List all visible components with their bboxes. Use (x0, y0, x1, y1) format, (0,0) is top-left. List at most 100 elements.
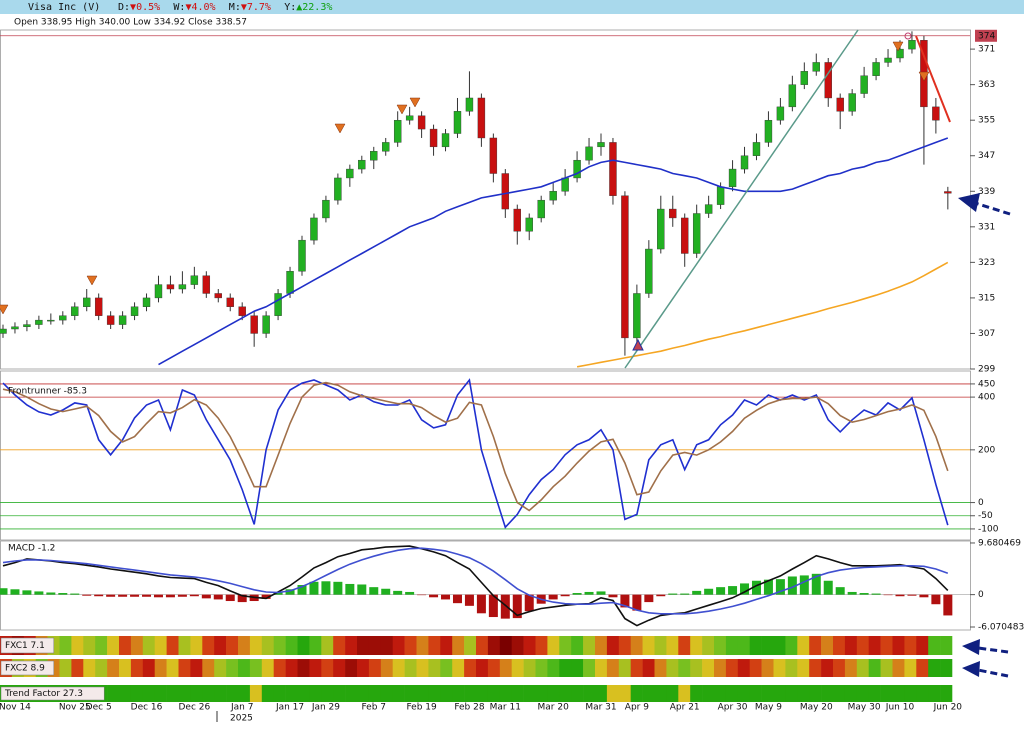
row-label-box (0, 637, 55, 654)
heat-cell (130, 685, 144, 702)
change-value: ▼4.0% (185, 2, 215, 13)
series-line (2, 545, 949, 627)
candle-body (824, 62, 832, 99)
heat-cell (571, 659, 584, 677)
x-tick-label: Feb 19 (406, 703, 437, 713)
heat-cell (916, 685, 929, 702)
heat-cell (357, 636, 370, 655)
heat-cell (785, 636, 798, 655)
heat-cell (595, 685, 608, 702)
heat-cell (714, 659, 727, 677)
histogram-bar (0, 588, 8, 595)
heat-cell (487, 636, 501, 655)
signal (409, 97, 421, 108)
heat-cell (714, 685, 727, 702)
heat-cell (630, 636, 643, 655)
heat-cell (618, 659, 631, 677)
heat-cell (856, 659, 869, 677)
histogram-bar (165, 594, 175, 598)
histogram-bar (118, 594, 128, 597)
candle-body (59, 315, 67, 321)
heat-cell (119, 659, 132, 677)
heat-cell (535, 659, 548, 677)
candle-body (358, 159, 366, 170)
heat-cell (238, 685, 251, 702)
candle-body (370, 151, 378, 161)
heat-cell (309, 659, 322, 677)
candle-body (633, 293, 641, 339)
histogram-bar (201, 594, 211, 599)
candle-body (0, 328, 7, 334)
heat-cell (71, 659, 84, 677)
panel-frame (0, 540, 971, 631)
heat-cell (464, 685, 477, 702)
histogram-bar (500, 594, 510, 619)
x-tick-label: Nov 14 (0, 703, 31, 713)
heat-cell (690, 685, 703, 702)
heat-cell (321, 685, 334, 702)
heat-cell (452, 685, 465, 702)
candle-body (142, 297, 151, 307)
y-tick-label: 323 (978, 258, 995, 268)
heat-cell (273, 685, 286, 702)
arrow (977, 668, 1009, 678)
y-tick-label: 315 (978, 293, 995, 303)
heat-cell (892, 636, 905, 655)
heat-cell (940, 636, 953, 655)
heat-cell (309, 685, 322, 702)
heat-cell (166, 636, 179, 655)
histogram-bar (345, 583, 355, 595)
heat-cell (273, 659, 286, 677)
heat-cell (737, 636, 750, 655)
candle-body (776, 106, 785, 121)
x-tick-label: Mar 11 (490, 703, 521, 713)
histogram-bar (847, 591, 857, 595)
signal (0, 304, 9, 315)
heat-cell (380, 659, 393, 677)
signal (918, 71, 930, 82)
x-tick-label: Feb 7 (361, 703, 386, 713)
candle-body (669, 208, 677, 219)
histogram-bar (883, 594, 893, 596)
candle-body (908, 40, 916, 50)
candle-body (537, 199, 545, 219)
heat-cell (714, 636, 727, 655)
histogram-bar (10, 589, 20, 595)
heat-cell (654, 685, 667, 702)
heat-cell (226, 659, 239, 677)
histogram-bar (512, 594, 522, 619)
heat-cell (368, 659, 382, 677)
heat-cell (749, 685, 762, 702)
change-value: ▼7.7% (241, 2, 271, 13)
histogram-bar (632, 594, 642, 611)
heat-cell (154, 659, 167, 677)
candle-body (226, 297, 234, 307)
heat-cell (725, 659, 739, 677)
heat-cell (606, 636, 620, 655)
heat-cell (940, 685, 953, 702)
candle-body (11, 326, 19, 330)
histogram-bar (919, 594, 929, 598)
histogram-bar (931, 594, 941, 605)
x-tick-label: Apr 21 (670, 703, 700, 713)
heat-cell (345, 636, 358, 655)
candle-body (800, 71, 809, 85)
x-tick-label: Nov 25 (59, 703, 91, 713)
candle-body (657, 208, 665, 250)
arrow-head (958, 193, 980, 212)
heat-cell (476, 659, 489, 677)
histogram-bar (405, 591, 415, 595)
histogram-bar (357, 584, 367, 595)
histogram-bar (429, 594, 439, 598)
change-label: D: (118, 2, 130, 13)
histogram-bar (823, 580, 833, 595)
heat-cell (666, 659, 679, 677)
heat-cell (226, 636, 239, 655)
x-tick-label: Dec 16 (131, 703, 163, 713)
candle-body (286, 271, 294, 294)
heat-cell (880, 636, 893, 655)
row-label: FXC1 7.1 (5, 641, 45, 651)
arrows (958, 193, 1011, 678)
candle-body (382, 142, 390, 152)
heat-cell (202, 685, 215, 702)
